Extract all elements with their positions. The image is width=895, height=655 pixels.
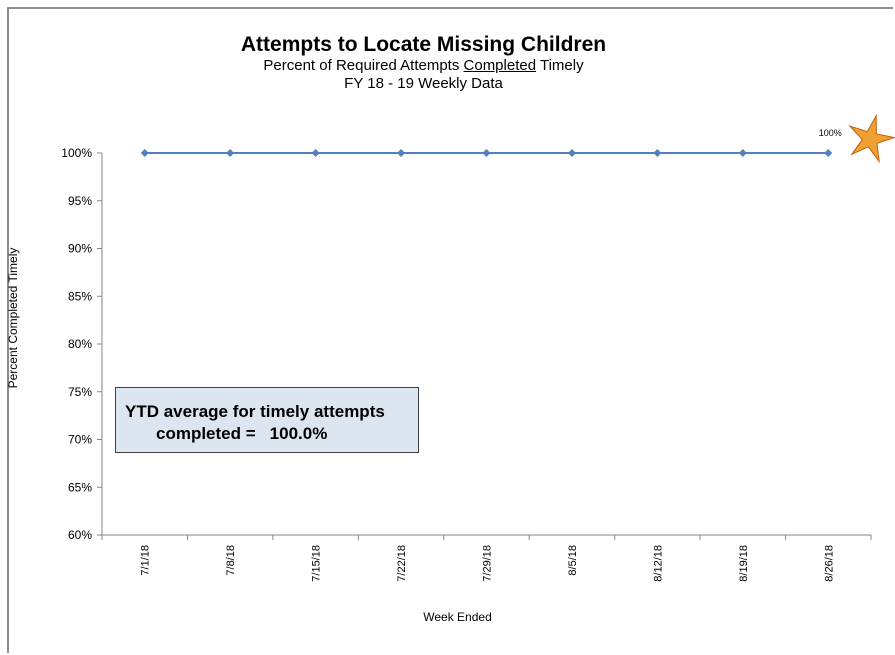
data-point xyxy=(824,149,833,157)
x-axis-label: Week Ended xyxy=(423,610,492,624)
data-point xyxy=(567,149,576,157)
callout-label: completed = xyxy=(156,424,256,443)
chart-title: Attempts to Locate Missing Children xyxy=(240,33,607,56)
y-tick-label: 95% xyxy=(68,194,92,208)
callout-line-2: completed = 100.0% xyxy=(156,424,327,444)
y-tick-label: 60% xyxy=(68,528,92,542)
x-tick-label: 8/12/18 xyxy=(652,545,664,582)
ytd-average-callout: YTD average for timely attempts complete… xyxy=(115,387,419,453)
data-point xyxy=(226,149,235,157)
callout-line-1: YTD average for timely attempts xyxy=(125,402,385,421)
subtitle-suffix: Timely xyxy=(536,57,584,74)
chart-frame xyxy=(7,7,893,653)
x-tick-label: 7/29/18 xyxy=(482,545,494,582)
x-tick-label: 7/15/18 xyxy=(311,545,323,582)
subtitle-prefix: Percent of Required Attempts xyxy=(263,57,464,74)
y-tick-label: 70% xyxy=(68,433,92,447)
x-tick-label: 7/22/18 xyxy=(396,545,408,582)
data-point xyxy=(738,149,747,157)
data-point xyxy=(653,149,662,157)
data-point xyxy=(397,149,406,157)
x-tick-label: 7/8/18 xyxy=(225,545,237,576)
y-tick-label: 80% xyxy=(68,337,92,351)
chart-subtitle: Percent of Required Attempts Completed T… xyxy=(0,57,895,75)
y-tick-label: 100% xyxy=(61,146,92,160)
last-point-label: 100% xyxy=(819,128,842,138)
x-tick-label: 7/1/18 xyxy=(140,545,152,576)
chart-subtitle-2: FY 18 - 19 Weekly Data xyxy=(344,75,503,92)
subtitle-underlined: Completed xyxy=(463,57,537,74)
x-tick-label: 8/19/18 xyxy=(738,545,750,582)
callout-value: 100.0% xyxy=(269,424,328,443)
x-tick-label: 8/5/18 xyxy=(567,545,579,576)
y-tick-label: 85% xyxy=(68,289,92,303)
data-point xyxy=(482,149,491,157)
star-icon xyxy=(848,113,895,164)
chart-title-block: Attempts to Locate Missing Children Perc… xyxy=(0,33,895,93)
y-tick-label: 65% xyxy=(68,480,92,494)
y-tick-label: 90% xyxy=(68,242,92,256)
x-tick-label: 8/26/18 xyxy=(823,545,835,582)
y-tick-label: 75% xyxy=(68,385,92,399)
data-point xyxy=(140,149,149,157)
data-point xyxy=(311,149,320,157)
